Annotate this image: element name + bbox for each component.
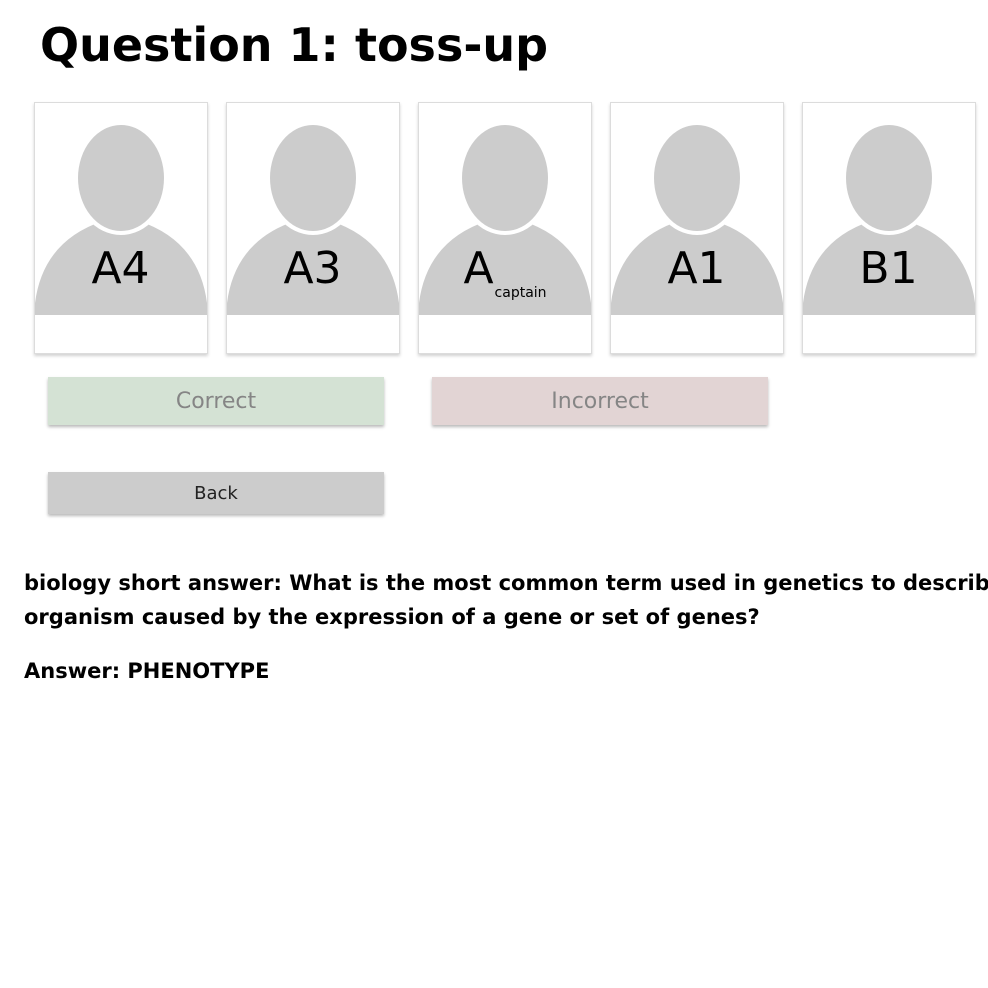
player-id: B1 — [859, 243, 918, 294]
player-card-b1[interactable]: B1 — [802, 102, 976, 354]
person-silhouette-icon — [803, 121, 975, 315]
back-button[interactable]: Back — [48, 472, 384, 514]
player-label: Acaptain — [419, 241, 591, 321]
person-silhouette-icon — [227, 121, 399, 315]
player-label: A3 — [227, 241, 399, 321]
player-id: A — [463, 243, 494, 294]
question-line: organism caused by the expression of a g… — [24, 605, 760, 629]
player-label: A4 — [35, 241, 207, 321]
player-list: A4 A3 Acaptain — [34, 102, 988, 354]
player-card-a4[interactable]: A4 — [34, 102, 208, 354]
incorrect-button[interactable]: Incorrect — [432, 377, 768, 425]
player-id: A1 — [667, 243, 726, 294]
person-silhouette-icon — [419, 121, 591, 315]
player-id: A4 — [91, 243, 150, 294]
player-card-a3[interactable]: A3 — [226, 102, 400, 354]
player-id: A3 — [283, 243, 342, 294]
page-title: Question 1: toss-up — [40, 18, 549, 72]
question-line: biology short answer: What is the most c… — [24, 571, 988, 595]
player-card-a-captain[interactable]: Acaptain — [418, 102, 592, 354]
player-card-a1[interactable]: A1 — [610, 102, 784, 354]
correct-button[interactable]: Correct — [48, 377, 384, 425]
question-text: biology short answer: What is the most c… — [24, 566, 988, 634]
player-role: captain — [494, 285, 547, 301]
player-label: A1 — [611, 241, 783, 321]
answer-text: Answer: PHENOTYPE — [24, 659, 270, 683]
person-silhouette-icon — [611, 121, 783, 315]
person-silhouette-icon — [35, 121, 207, 315]
player-label: B1 — [803, 241, 975, 321]
